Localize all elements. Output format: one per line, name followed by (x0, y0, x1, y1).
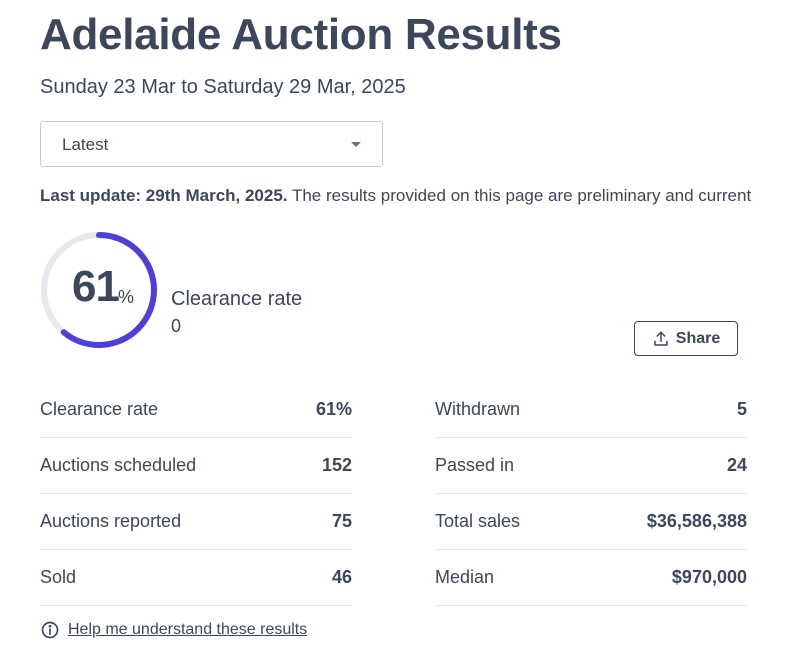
page-title: Adelaide Auction Results (40, 10, 562, 59)
share-button[interactable]: Share (634, 321, 738, 356)
stat-row: Auctions scheduled 152 (40, 438, 352, 494)
stat-row: Total sales $36,586,388 (435, 494, 747, 550)
period-select-value: Latest (62, 135, 109, 154)
share-label: Share (675, 329, 721, 347)
stat-label: Auctions scheduled (40, 455, 197, 475)
stat-value: 75 (331, 511, 352, 531)
chevron-down-icon (351, 142, 361, 147)
date-range: Sunday 23 Mar to Saturday 29 Mar, 2025 (40, 76, 406, 98)
stat-value: $36,586,388 (646, 511, 747, 531)
stats-right: Withdrawn 5 Passed in 24 Total sales $36… (435, 382, 747, 606)
stat-label: Passed in (435, 455, 515, 475)
stat-label: Clearance rate (40, 399, 159, 419)
stat-row: Clearance rate 61% (40, 382, 352, 438)
stat-value: $970,000 (671, 567, 747, 587)
stat-row: Auctions reported 75 (40, 494, 352, 550)
stat-value: 61% (315, 399, 352, 419)
gauge-arc (41, 232, 157, 348)
stat-value: 152 (321, 455, 352, 475)
stat-label: Median (435, 567, 495, 587)
stat-row: Sold 46 (40, 550, 352, 606)
help-link-container: Help me understand these results (40, 620, 307, 640)
stat-label: Withdrawn (435, 399, 521, 419)
stat-row: Passed in 24 (435, 438, 747, 494)
info-icon (41, 621, 59, 639)
stat-row: Median $970,000 (435, 550, 747, 606)
clearance-rate-gauge (41, 232, 157, 348)
upload-icon (654, 331, 668, 346)
stats-left: Clearance rate 61% Auctions scheduled 15… (40, 382, 352, 606)
last-update-text: The results provided on this page are pr… (287, 186, 752, 205)
clearance-rate-sub: 0 (171, 316, 182, 336)
last-update-label: Last update: 29th March, 2025. (40, 186, 288, 205)
stat-value: 46 (331, 567, 352, 587)
stat-label: Total sales (435, 511, 521, 531)
stat-label: Auctions reported (40, 511, 182, 531)
stat-value: 24 (726, 455, 747, 475)
clearance-rate-label: Clearance rate (171, 288, 303, 310)
gauge-value: 61 (72, 262, 120, 311)
stat-label: Sold (40, 567, 77, 587)
last-update: Last update: 29th March, 2025. The resul… (40, 186, 751, 206)
period-select[interactable]: Latest (40, 121, 383, 167)
stat-value: 5 (736, 399, 747, 419)
stat-row: Withdrawn 5 (435, 382, 747, 438)
gauge-unit: % (118, 287, 135, 307)
help-link[interactable]: Help me understand these results (68, 621, 308, 638)
